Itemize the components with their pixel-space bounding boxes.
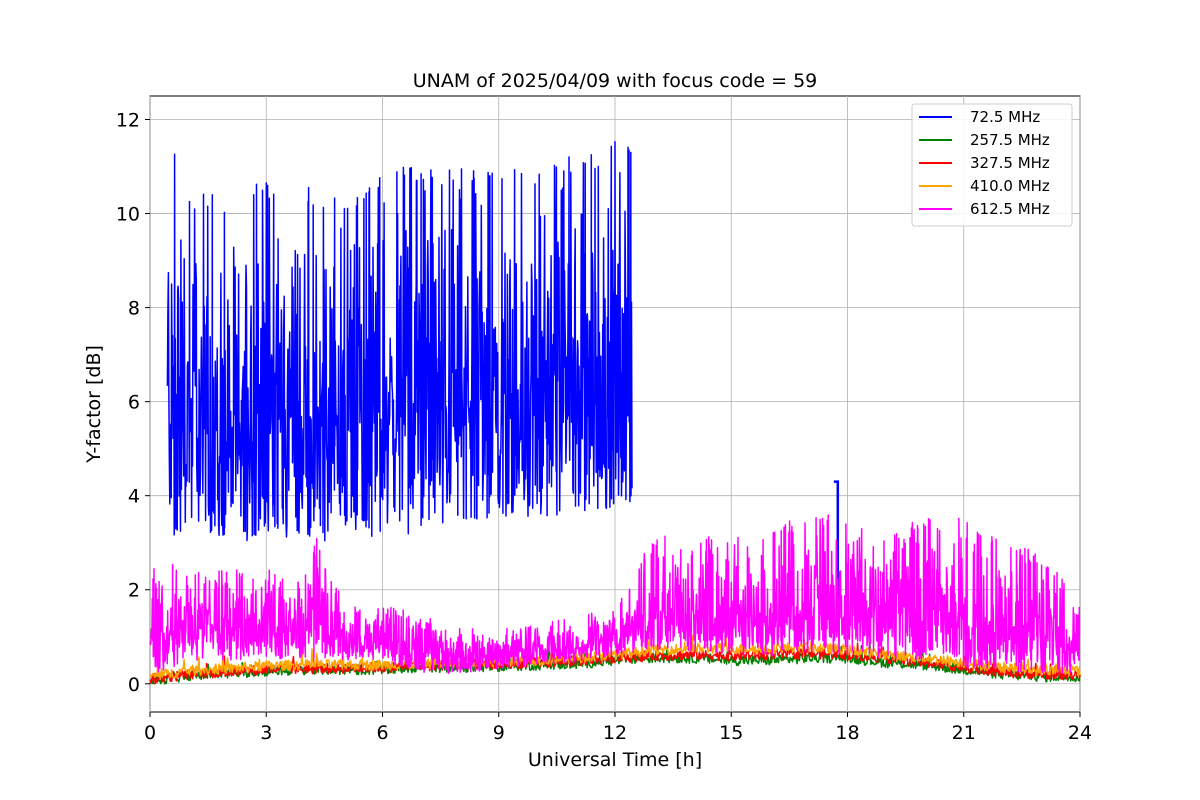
x-tick-label: 12: [603, 722, 627, 744]
legend-label: 327.5 MHz: [970, 154, 1050, 172]
series-line: [149, 634, 1081, 681]
x-tick-label: 24: [1068, 722, 1092, 744]
series-layer: [149, 140, 1081, 685]
y-tick-label: 12: [116, 110, 140, 132]
y-tick-label: 10: [116, 204, 140, 226]
legend-label: 257.5 MHz: [970, 131, 1050, 149]
series-line: [149, 514, 1081, 676]
y-tick-label: 8: [128, 298, 140, 320]
x-tick-label: 21: [952, 722, 976, 744]
series-4: [149, 514, 1081, 676]
x-tick-label: 0: [144, 722, 156, 744]
y-tick-label: 6: [128, 392, 140, 414]
y-tick-label: 4: [128, 486, 140, 508]
x-axis-title: Universal Time [h]: [528, 749, 702, 771]
x-tick-label: 6: [376, 722, 388, 744]
x-tick-label: 3: [260, 722, 272, 744]
legend-label: 410.0 MHz: [970, 177, 1050, 195]
y-tick-label: 0: [128, 674, 140, 696]
series-line: [166, 140, 633, 542]
legend-label: 72.5 MHz: [970, 108, 1040, 126]
legend-label: 612.5 MHz: [970, 200, 1050, 218]
y-axis-title: Y-factor [dB]: [83, 345, 105, 464]
y-tick-label: 2: [128, 580, 140, 602]
legend: 72.5 MHz 257.5 MHz 327.5 MHz 410.0 MHz 612.5…: [911, 103, 1073, 227]
chart-title: UNAM of 2025/04/09 with focus code = 59: [413, 70, 818, 92]
legend-frame: [911, 103, 1073, 227]
x-tick-label: 18: [835, 722, 859, 744]
series-3: [149, 634, 1081, 681]
x-tick-label: 15: [719, 722, 743, 744]
x-tick-label: 9: [493, 722, 505, 744]
